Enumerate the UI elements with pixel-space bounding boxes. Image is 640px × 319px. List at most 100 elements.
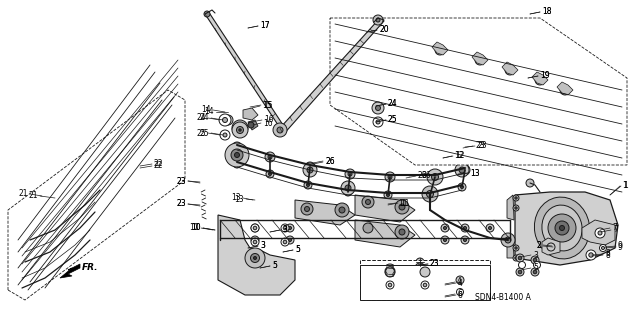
Text: 23: 23 (177, 199, 186, 209)
Text: 15: 15 (263, 100, 273, 109)
Circle shape (305, 206, 310, 211)
Circle shape (387, 267, 393, 273)
Circle shape (516, 254, 524, 262)
Circle shape (444, 226, 447, 229)
Text: 23: 23 (475, 142, 484, 151)
Circle shape (281, 224, 289, 232)
Text: SDN4-B1400 A: SDN4-B1400 A (475, 293, 531, 302)
Circle shape (339, 207, 345, 213)
Circle shape (385, 172, 395, 182)
Circle shape (345, 169, 355, 179)
Circle shape (373, 15, 383, 25)
Circle shape (458, 183, 466, 191)
Text: 13: 13 (470, 168, 479, 177)
Circle shape (589, 253, 593, 257)
Text: 6: 6 (457, 290, 462, 299)
Circle shape (376, 106, 381, 110)
Circle shape (289, 239, 291, 241)
Text: 5: 5 (272, 262, 277, 271)
Text: 3: 3 (282, 226, 287, 234)
Circle shape (335, 203, 349, 217)
Circle shape (560, 85, 570, 95)
Circle shape (388, 175, 392, 179)
Text: 9: 9 (618, 242, 623, 251)
Text: 16: 16 (264, 115, 274, 124)
Circle shape (304, 181, 312, 189)
Circle shape (253, 256, 257, 259)
Circle shape (231, 149, 243, 161)
Circle shape (463, 239, 467, 241)
Circle shape (232, 120, 248, 136)
Polygon shape (355, 195, 415, 222)
Polygon shape (8, 90, 185, 300)
Circle shape (463, 226, 467, 229)
Circle shape (281, 238, 289, 246)
Circle shape (426, 191, 434, 199)
Circle shape (395, 225, 409, 239)
Circle shape (251, 224, 259, 232)
Circle shape (420, 267, 430, 277)
Circle shape (266, 170, 274, 178)
Circle shape (237, 127, 243, 133)
Circle shape (235, 145, 239, 149)
Circle shape (518, 262, 525, 269)
Text: 7: 7 (612, 224, 617, 233)
Text: 17: 17 (260, 21, 269, 31)
Circle shape (223, 115, 233, 125)
Polygon shape (507, 240, 514, 258)
Text: 3: 3 (260, 241, 265, 250)
Circle shape (505, 65, 515, 75)
Text: 26: 26 (421, 170, 431, 180)
Circle shape (236, 162, 239, 166)
Circle shape (232, 142, 242, 152)
Circle shape (223, 117, 227, 122)
Circle shape (441, 236, 449, 244)
Circle shape (386, 281, 394, 289)
Text: 23: 23 (477, 142, 486, 151)
Text: 26: 26 (325, 158, 335, 167)
Text: 25: 25 (200, 129, 209, 137)
Circle shape (433, 175, 437, 179)
Circle shape (383, 203, 387, 207)
Circle shape (461, 186, 463, 189)
Circle shape (253, 226, 257, 230)
Circle shape (387, 194, 390, 197)
Circle shape (547, 243, 555, 251)
Text: 26: 26 (325, 157, 335, 166)
Polygon shape (432, 42, 448, 55)
Circle shape (515, 257, 517, 259)
Circle shape (226, 118, 230, 122)
Circle shape (586, 250, 596, 260)
Circle shape (475, 55, 485, 65)
Circle shape (548, 214, 576, 242)
Circle shape (486, 224, 494, 232)
Circle shape (251, 224, 259, 232)
Text: 14: 14 (204, 108, 214, 116)
Text: 25: 25 (388, 115, 397, 124)
Circle shape (455, 163, 469, 177)
Circle shape (488, 226, 492, 229)
Text: 6: 6 (458, 291, 463, 300)
Circle shape (253, 226, 257, 229)
Text: 20: 20 (379, 26, 388, 34)
Text: 4: 4 (458, 278, 463, 287)
Polygon shape (502, 62, 518, 75)
Circle shape (226, 238, 234, 246)
Circle shape (376, 120, 380, 124)
Text: FR.: FR. (82, 263, 99, 272)
Text: 10: 10 (191, 224, 201, 233)
Circle shape (253, 239, 257, 241)
Text: 4: 4 (457, 278, 462, 286)
Text: 20: 20 (379, 26, 388, 34)
Text: 12: 12 (454, 152, 463, 160)
Circle shape (515, 197, 517, 199)
Circle shape (204, 11, 210, 17)
Text: 1: 1 (623, 182, 628, 190)
Text: 18: 18 (542, 8, 552, 17)
Polygon shape (360, 260, 490, 300)
Text: 12: 12 (455, 152, 465, 160)
Text: 19: 19 (540, 71, 550, 80)
Circle shape (253, 240, 257, 244)
Circle shape (513, 195, 519, 201)
Circle shape (459, 167, 465, 173)
